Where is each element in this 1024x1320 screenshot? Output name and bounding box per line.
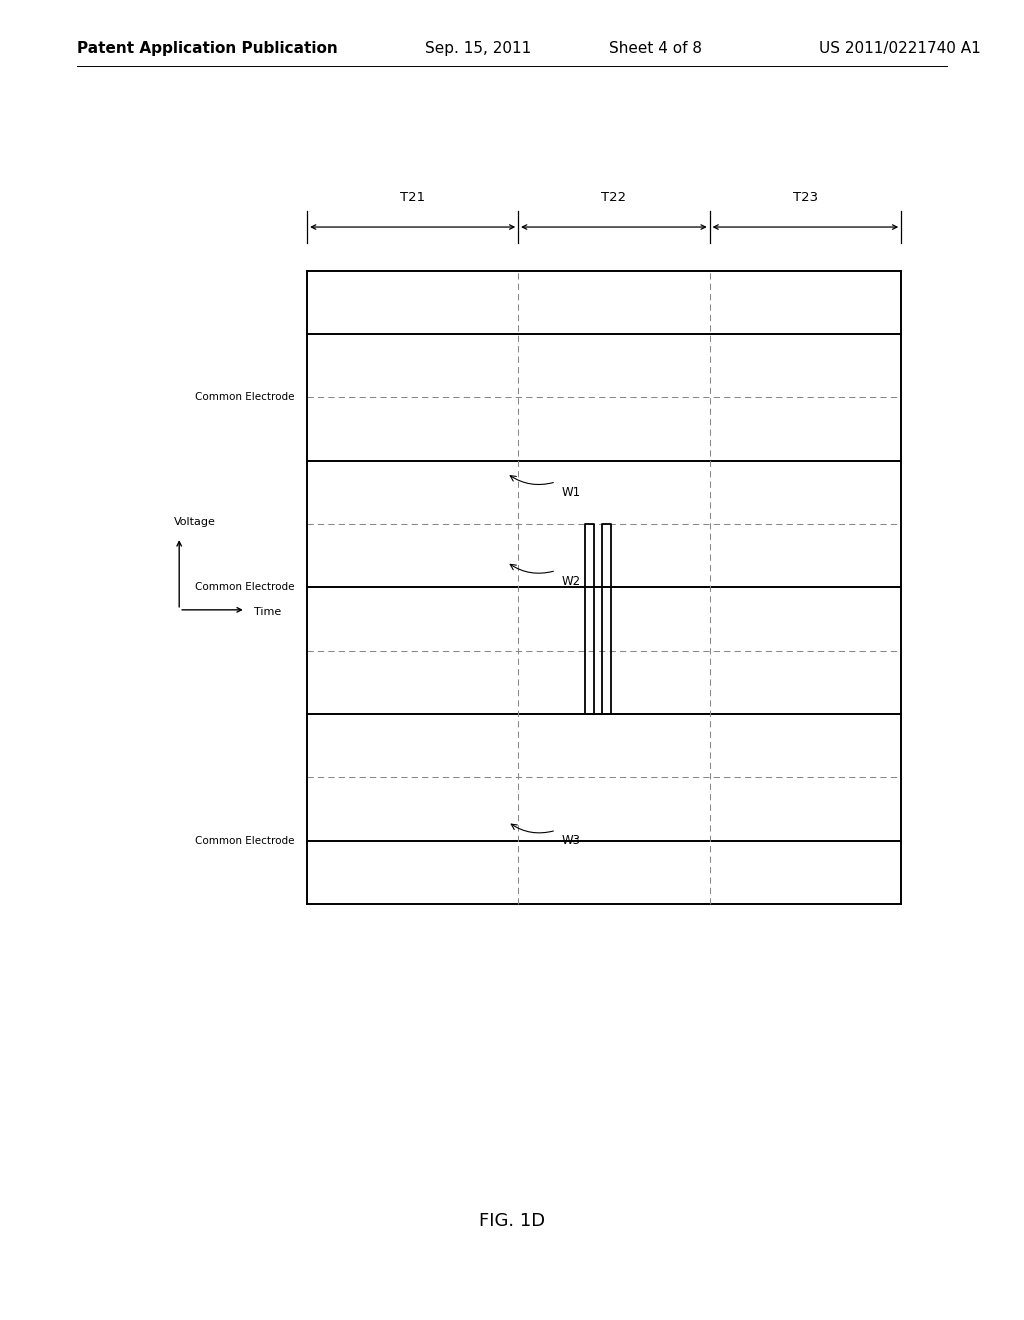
Text: FIG. 1D: FIG. 1D xyxy=(479,1212,545,1230)
Text: Time: Time xyxy=(254,607,282,618)
Text: W3: W3 xyxy=(561,834,581,847)
Text: Common Electrode: Common Electrode xyxy=(196,582,295,593)
Text: W1: W1 xyxy=(561,486,581,499)
Text: Sep. 15, 2011: Sep. 15, 2011 xyxy=(425,41,531,57)
Text: T23: T23 xyxy=(793,191,818,205)
Text: Common Electrode: Common Electrode xyxy=(196,392,295,403)
Text: Sheet 4 of 8: Sheet 4 of 8 xyxy=(609,41,702,57)
Text: T21: T21 xyxy=(400,191,425,205)
Text: W2: W2 xyxy=(561,574,581,587)
Text: Patent Application Publication: Patent Application Publication xyxy=(77,41,338,57)
Text: US 2011/0221740 A1: US 2011/0221740 A1 xyxy=(819,41,981,57)
Text: Voltage: Voltage xyxy=(174,516,216,527)
Text: T22: T22 xyxy=(601,191,627,205)
Text: Common Electrode: Common Electrode xyxy=(196,836,295,846)
